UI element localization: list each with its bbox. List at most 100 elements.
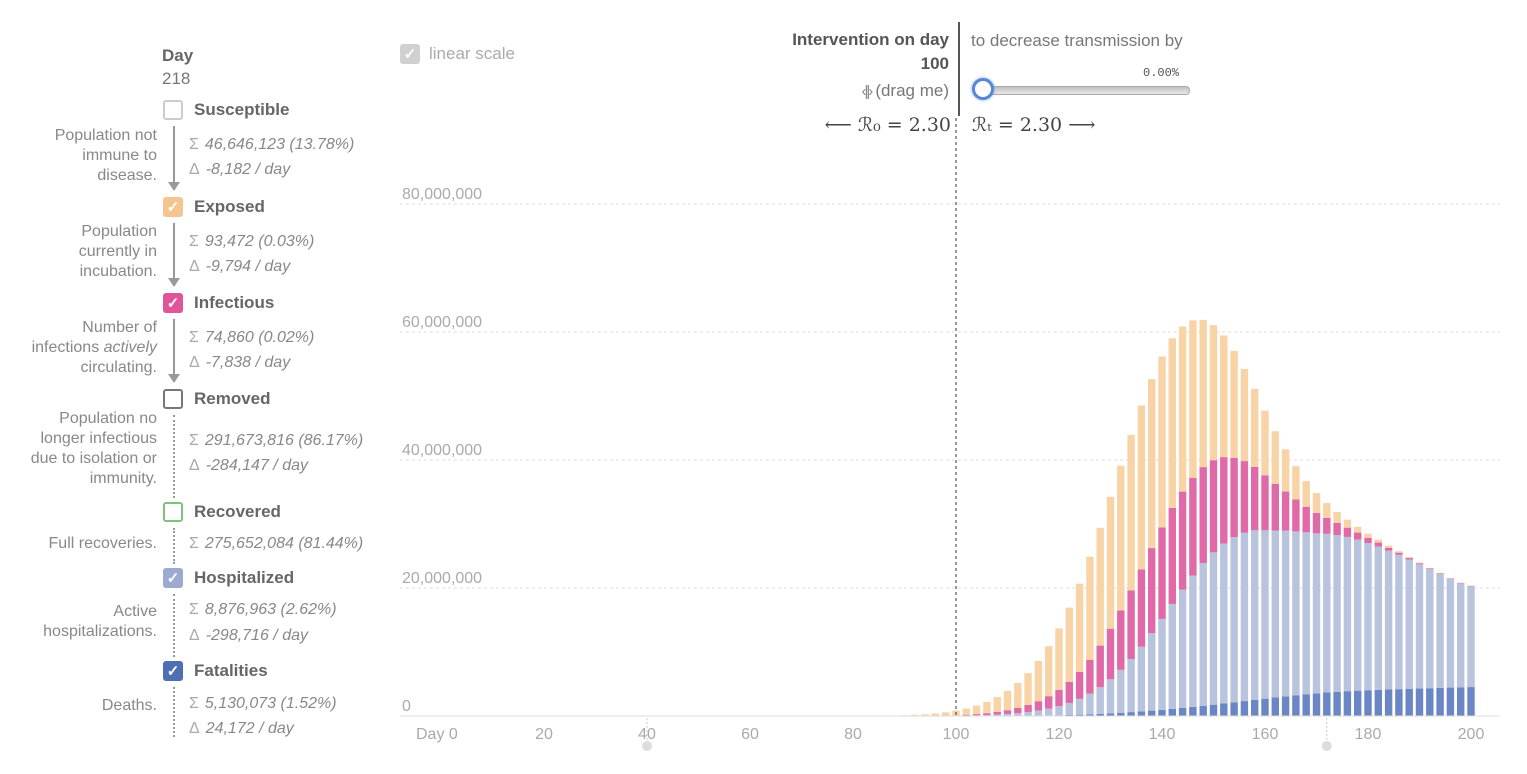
dotted-connector — [173, 687, 175, 737]
sum-icon: Σ — [189, 329, 199, 346]
removed-checkbox[interactable] — [163, 389, 183, 409]
bar-fatalities — [1075, 714, 1084, 716]
bar-infectious — [1302, 506, 1310, 533]
bar-hospitalized — [1343, 536, 1352, 692]
fatalities-description-line: Deaths. — [101, 697, 157, 714]
linear-scale-label: linear scale — [429, 44, 515, 63]
intervention-title: Intervention on day — [792, 30, 949, 49]
bar-hospitalized — [1446, 578, 1455, 688]
infectious-description-line: infections actively — [31, 339, 157, 356]
flow-arrow-line — [173, 223, 175, 279]
bar-fatalities — [1395, 689, 1403, 716]
infectious-label[interactable]: Infectious — [194, 293, 275, 312]
hospitalized-description-line: Active — [113, 603, 157, 620]
bar-fatalities — [1374, 689, 1383, 716]
removed-stat: Δ -284,147 / day — [189, 457, 308, 474]
bar-infectious — [962, 714, 971, 716]
susceptible-label[interactable]: Susceptible — [194, 100, 290, 119]
susceptible-stat: Δ -8,182 / day — [189, 161, 291, 178]
bar-fatalities — [1271, 697, 1280, 716]
exposed-label[interactable]: Exposed — [194, 197, 265, 216]
peak-marker[interactable] — [1321, 741, 1332, 751]
infectious-checkbox[interactable]: ✓ — [163, 293, 183, 313]
fatalities-stat: Δ 24,172 / day — [189, 720, 294, 737]
recovered-checkbox[interactable] — [163, 502, 183, 522]
susceptible-description-line: immune to — [82, 147, 157, 164]
bar-exposed — [1075, 583, 1084, 672]
bar-exposed — [921, 714, 929, 716]
bar-exposed — [1456, 582, 1465, 583]
dotted-connector — [173, 528, 175, 564]
hospitalized-checkbox[interactable]: ✓ — [163, 568, 183, 588]
bar-exposed — [1250, 388, 1259, 467]
bar-hospitalized — [1323, 533, 1331, 693]
bar-fatalities — [1117, 712, 1125, 716]
bar-hospitalized — [1096, 687, 1104, 714]
bar-exposed — [1343, 519, 1352, 528]
exposed-description-line: currently in — [78, 243, 157, 260]
flow-arrow-line — [173, 319, 175, 375]
bar-infectious — [1353, 532, 1362, 540]
bar-hospitalized — [1199, 563, 1207, 706]
bar-hospitalized — [1014, 713, 1022, 716]
bars — [890, 319, 1475, 717]
bar-hospitalized — [1209, 552, 1218, 705]
sum-icon: Σ — [189, 535, 199, 552]
bar-infectious — [1415, 563, 1424, 565]
susceptible-checkbox[interactable] — [163, 100, 183, 120]
bar-exposed — [1240, 368, 1249, 462]
bar-hospitalized — [1250, 530, 1259, 700]
x-tick-label: 80 — [844, 726, 862, 743]
rt-label: ℛₜ = 2.30 ⟶ — [972, 114, 1096, 136]
hospitalized-stat: Δ -298,716 / day — [189, 627, 308, 644]
bar-infectious — [1178, 491, 1187, 590]
bar-hospitalized — [1189, 575, 1197, 707]
bar-fatalities — [1106, 713, 1115, 716]
bar-exposed — [1117, 465, 1125, 611]
bar-exposed — [1137, 405, 1146, 570]
bar-exposed — [911, 714, 919, 716]
bar-infectious — [1343, 527, 1352, 537]
hospitalized-label[interactable]: Hospitalized — [194, 568, 295, 587]
drag-handle[interactable]: ‹||› (drag me) — [862, 81, 949, 101]
bar-infectious — [1065, 681, 1074, 703]
bar-hospitalized — [1395, 554, 1403, 690]
removed-label[interactable]: Removed — [194, 389, 271, 408]
bar-hospitalized — [1261, 530, 1269, 699]
removed-description-line: due to isolation or — [30, 450, 157, 467]
flow-arrow-icon — [168, 182, 180, 191]
bar-infectious — [1106, 628, 1115, 680]
x-tick-label: 200 — [1458, 726, 1485, 743]
bar-exposed — [1230, 350, 1238, 458]
bar-fatalities — [1333, 691, 1341, 716]
bar-exposed — [1158, 356, 1166, 528]
infectious-description-line: circulating. — [80, 359, 157, 376]
fatalities-checkbox[interactable]: ✓ — [163, 661, 183, 681]
y-tick-label: 60,000,000 — [402, 314, 482, 331]
intervention-handle-line[interactable] — [958, 22, 960, 116]
hospitalized-stat: Σ 8,876,963 (2.62%) — [189, 601, 337, 618]
linear-scale-toggle[interactable]: ✓ linear scale — [400, 44, 515, 64]
transmission-slider-knob[interactable] — [972, 78, 994, 100]
bar-exposed — [1415, 562, 1424, 564]
fatalities-label[interactable]: Fatalities — [194, 661, 268, 680]
delta-icon: Δ — [189, 161, 200, 178]
bar-exposed — [1168, 338, 1177, 508]
exposed-checkbox[interactable]: ✓ — [163, 197, 183, 217]
recovered-label[interactable]: Recovered — [194, 502, 281, 521]
infectious-stat: Δ -7,838 / day — [189, 354, 291, 371]
bar-exposed — [1353, 526, 1362, 533]
first-death-marker[interactable] — [642, 741, 652, 751]
x-tick-label: 160 — [1252, 726, 1279, 743]
bar-infectious — [1127, 590, 1135, 659]
bar-hospitalized — [1456, 583, 1465, 688]
delta-icon: Δ — [189, 720, 200, 737]
bar-infectious — [1158, 527, 1166, 619]
bar-exposed — [1312, 493, 1321, 513]
flow-arrow-line — [173, 126, 175, 183]
removed-description-line: longer infectious — [40, 430, 157, 447]
linear-scale-checkbox[interactable]: ✓ — [400, 44, 420, 64]
bar-exposed — [1034, 660, 1043, 702]
bar-hospitalized — [1117, 669, 1125, 713]
